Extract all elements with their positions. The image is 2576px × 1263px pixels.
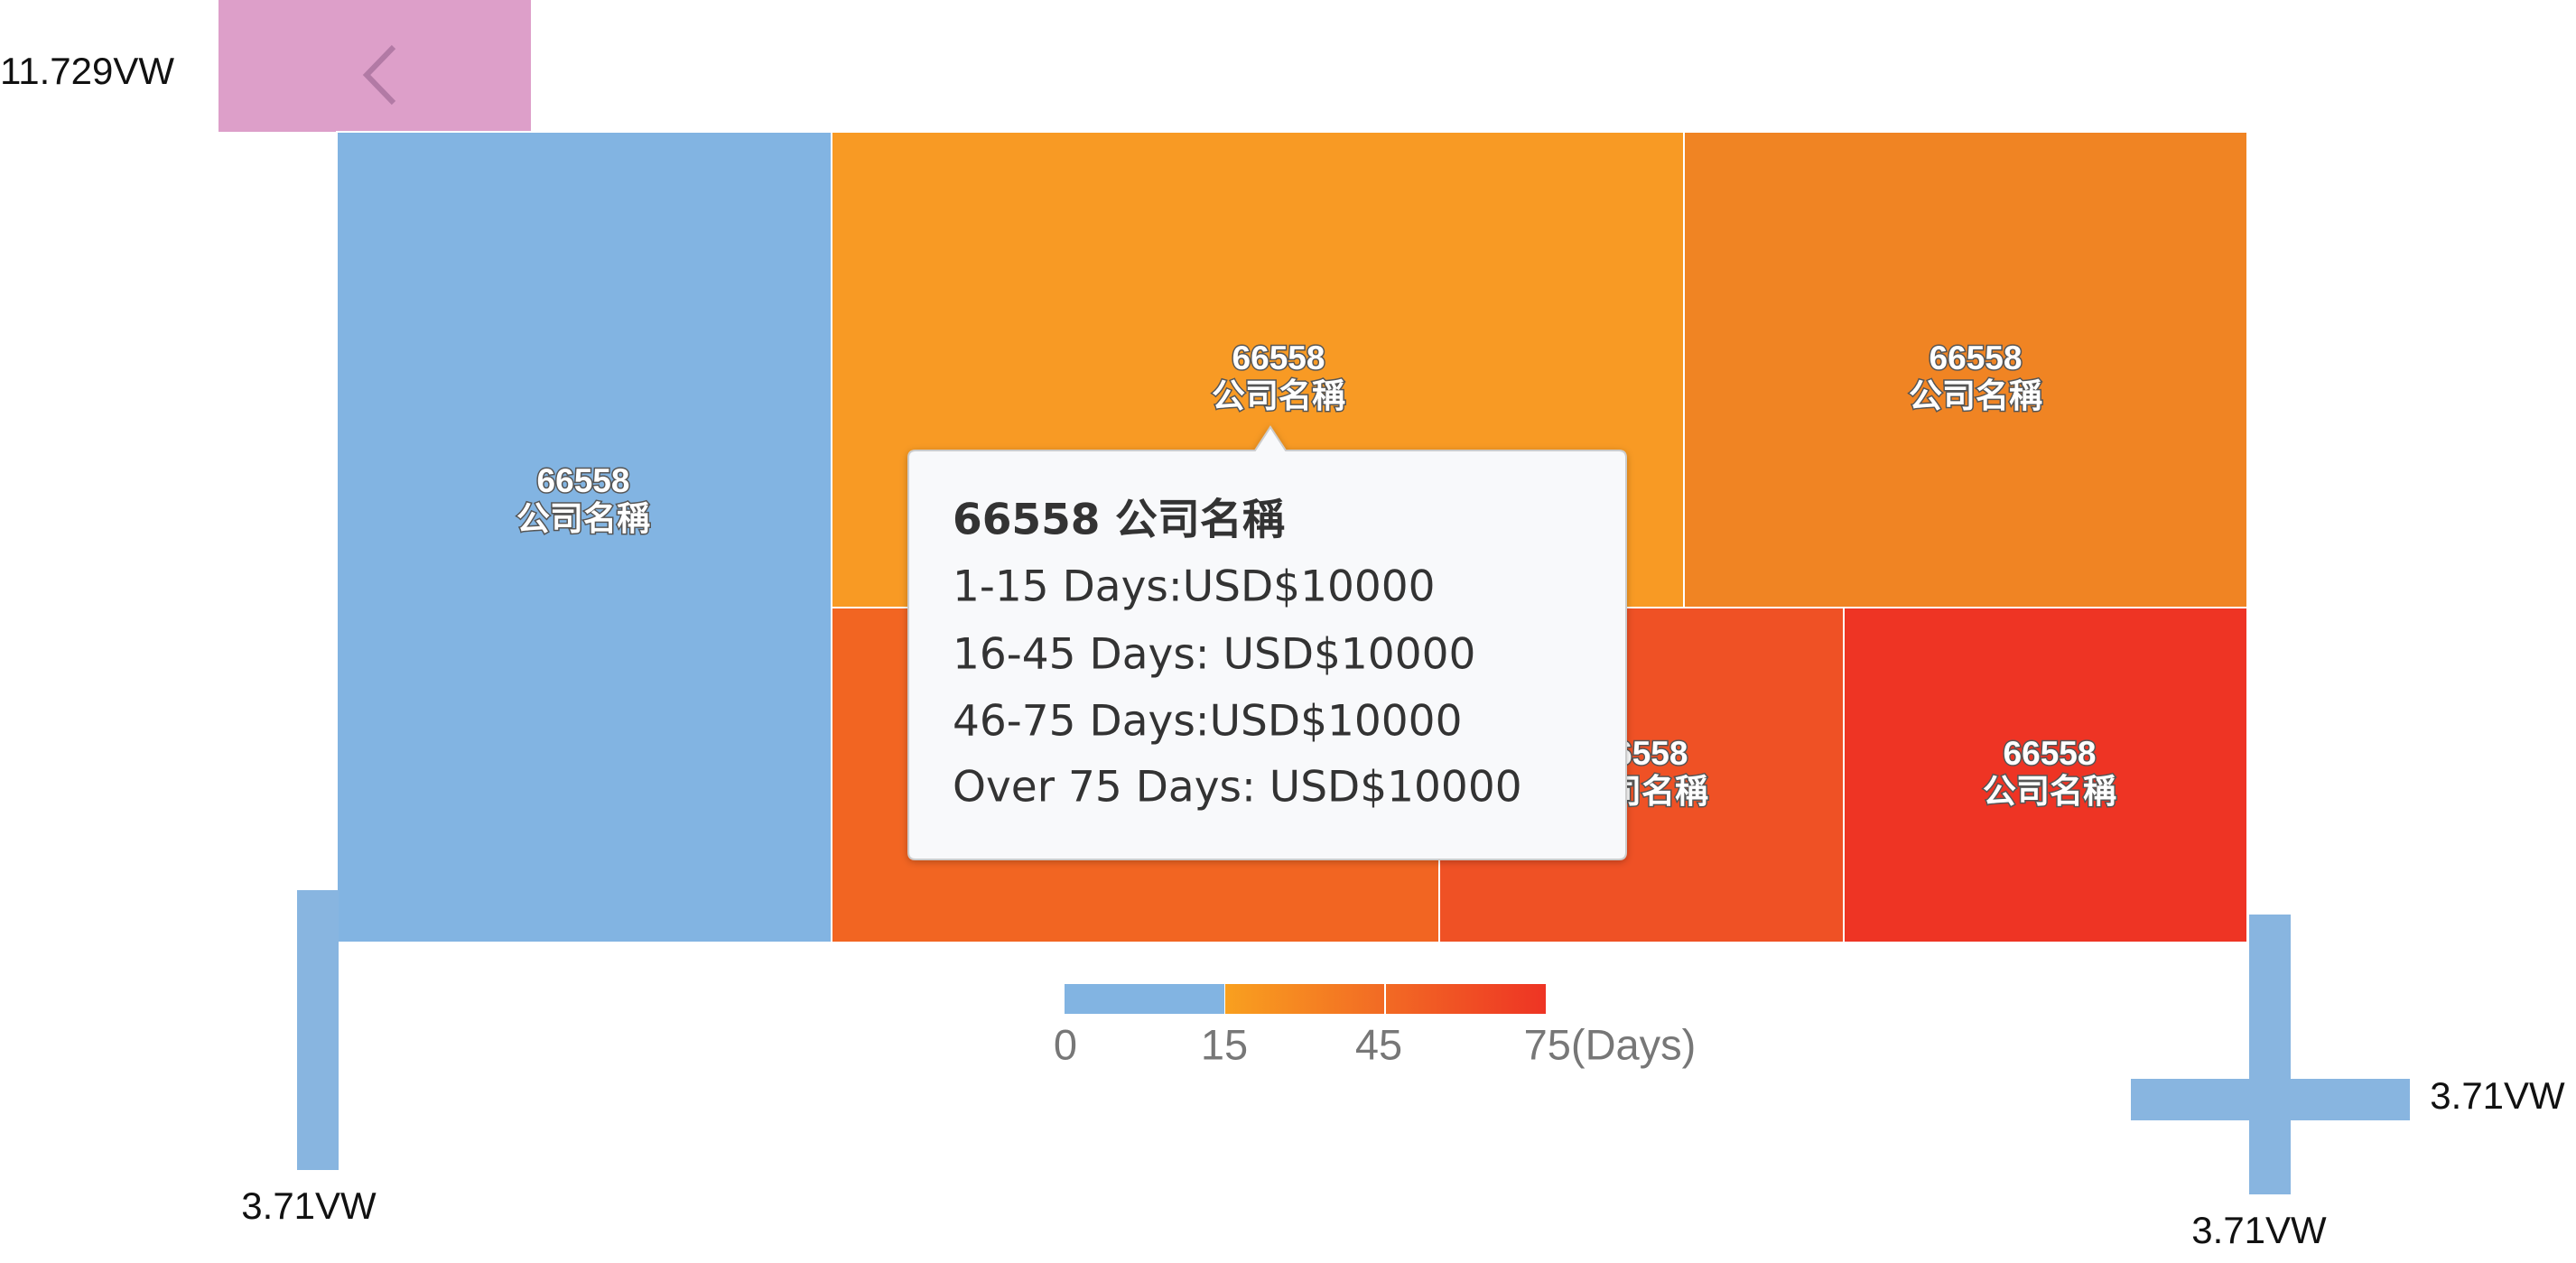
left-label: 11.729VW: [0, 50, 174, 92]
cell[interactable]: [336, 131, 832, 943]
tooltip-line: Over 75 Days: USD$10000: [953, 763, 1522, 813]
legend-segment: [1065, 984, 1224, 1014]
cell-id: 66558: [1232, 339, 1325, 376]
size-label: 3.71VW: [2191, 1209, 2327, 1251]
legend-tick: 45: [1355, 1020, 1402, 1068]
back-chevron: [362, 44, 396, 106]
cell-name: 公司名稱: [1212, 377, 1345, 414]
cell-name: 公司名稱: [1909, 377, 2042, 414]
tooltip-line: 1-15 Days:USD$10000: [953, 562, 1436, 612]
tooltip-title: 66558 公司名稱: [953, 496, 1285, 545]
size-marker: [2131, 1079, 2410, 1120]
size-marker: [2249, 915, 2291, 1194]
size-label: 3.71VW: [241, 1184, 377, 1227]
tooltip-line: 46-75 Days:USD$10000: [953, 697, 1462, 747]
cell-id: 66558: [1930, 339, 2023, 376]
legend-tick: 0: [1054, 1020, 1077, 1068]
tooltip: [907, 425, 1627, 860]
cell-id: 66558: [2004, 735, 2097, 772]
legend-tick: 15: [1201, 1020, 1248, 1068]
cell[interactable]: [1683, 131, 2248, 608]
legend-segment: [1386, 984, 1546, 1014]
legend-tick: 75(Days): [1524, 1020, 1697, 1068]
cell-id: 66558: [537, 462, 630, 499]
cell[interactable]: [1843, 607, 2248, 943]
tooltip-line: 16-45 Days: USD$10000: [953, 630, 1475, 680]
legend-segment: [1225, 984, 1384, 1014]
size-label: 3.71VW: [2430, 1074, 2565, 1117]
cell-name: 公司名稱: [1983, 773, 2116, 810]
size-marker: [297, 890, 339, 1170]
cell-name: 公司名稱: [516, 500, 650, 537]
